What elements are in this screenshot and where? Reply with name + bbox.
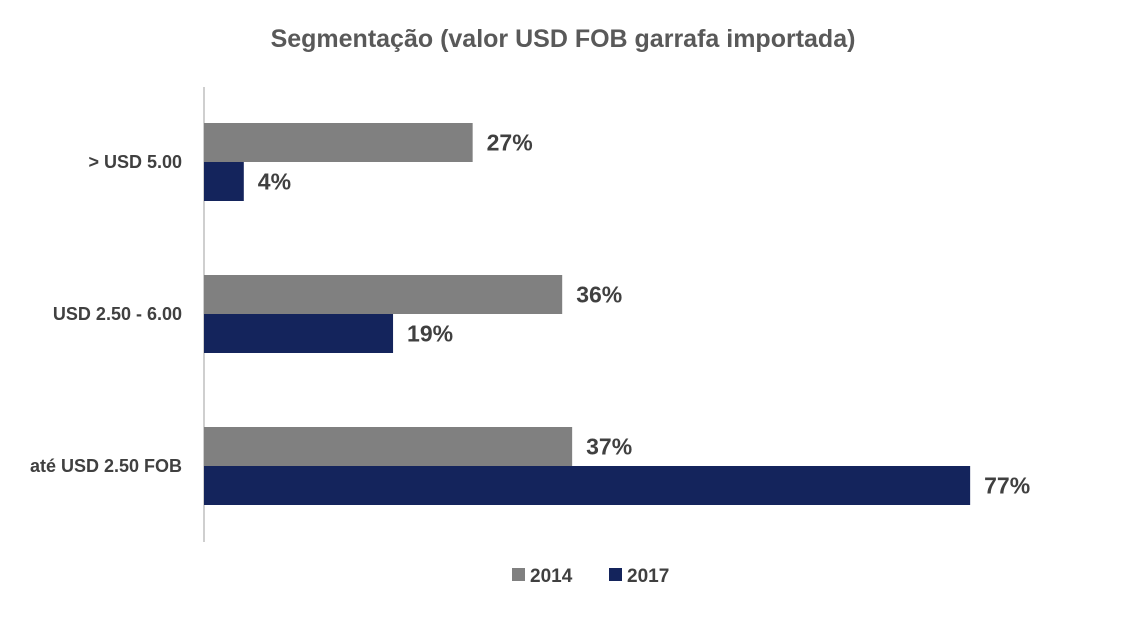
data-label: 37% xyxy=(586,434,632,460)
category-label: > USD 5.00 xyxy=(88,152,182,172)
data-label: 27% xyxy=(487,130,533,156)
legend: 2014 2017 xyxy=(512,566,669,587)
bar-2017 xyxy=(204,314,394,353)
category-label: até USD 2.50 FOB xyxy=(30,456,182,476)
data-label: 4% xyxy=(258,169,291,195)
data-label: 77% xyxy=(984,473,1030,499)
legend-swatch-2014 xyxy=(512,568,525,581)
legend-swatch-2017 xyxy=(609,568,622,581)
bar-2014 xyxy=(204,275,563,314)
legend-label-2014: 2014 xyxy=(530,566,573,587)
data-label: 36% xyxy=(576,282,622,308)
chart-title: Segmentação (valor USD FOB garrafa impor… xyxy=(271,25,856,53)
bar-2014 xyxy=(204,427,573,466)
category-label: USD 2.50 - 6.00 xyxy=(53,304,182,324)
bar-2017 xyxy=(204,466,971,505)
legend-label-2017: 2017 xyxy=(627,566,669,587)
bars-group: > USD 5.00 27% 4% USD 2.50 - 6.00 36% 19% até … xyxy=(30,123,1030,505)
bar-2014 xyxy=(204,123,473,162)
data-label: 19% xyxy=(407,321,453,347)
bar-2017 xyxy=(204,162,244,201)
